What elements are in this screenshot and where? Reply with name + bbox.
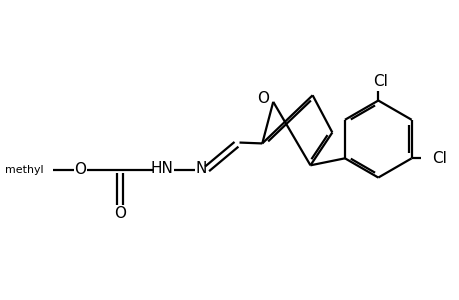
Text: Cl: Cl [372, 74, 387, 89]
Text: O: O [74, 162, 86, 177]
Text: HN: HN [150, 161, 173, 176]
Text: O: O [114, 206, 126, 221]
Text: methyl: methyl [5, 165, 43, 175]
Text: O: O [257, 91, 269, 106]
Text: N: N [195, 161, 206, 176]
Text: Cl: Cl [431, 151, 446, 166]
